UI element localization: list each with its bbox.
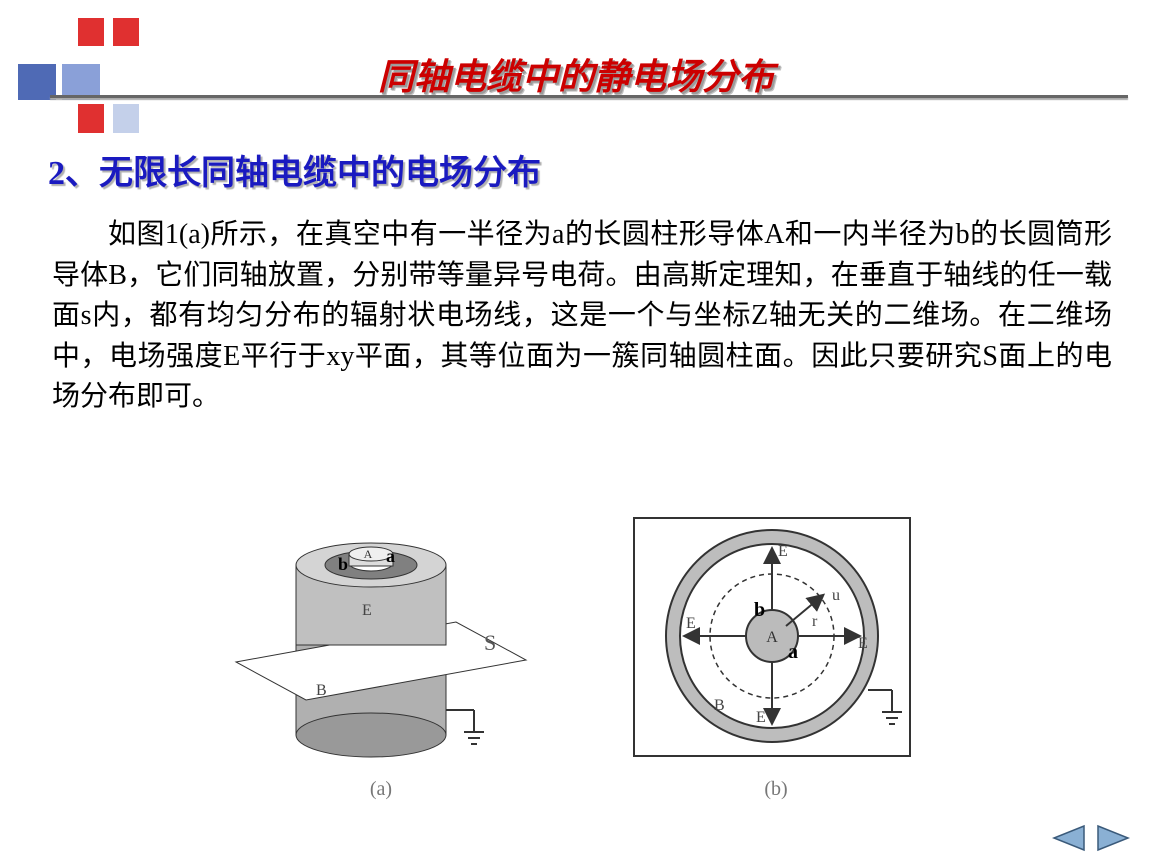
label-B: B	[714, 697, 725, 714]
label-E: E	[756, 709, 766, 726]
label-a: a	[788, 641, 798, 663]
divider	[50, 95, 1128, 98]
nav-arrows	[1050, 824, 1132, 852]
figures-container: S E A a b B (a)	[0, 510, 1152, 801]
section-heading: 2、无限长同轴电缆中的电场分布	[48, 145, 541, 194]
label-B-outer: B	[316, 682, 327, 699]
label-E: E	[686, 615, 696, 632]
label-b: b	[338, 554, 348, 574]
figure-a-svg: S E A a b B	[226, 510, 536, 770]
figure-b: A E E E E u r b a	[626, 510, 926, 801]
label-r: r	[812, 613, 818, 630]
label-E-side: E	[362, 602, 372, 619]
next-arrow-icon[interactable]	[1096, 824, 1132, 852]
figure-a: S E A a b B (a)	[226, 510, 536, 801]
label-b: b	[754, 599, 765, 621]
label-E: E	[778, 543, 788, 560]
figure-b-caption: (b)	[764, 778, 787, 801]
label-E: E	[858, 635, 868, 652]
figure-a-caption: (a)	[370, 778, 392, 801]
figure-b-svg: A E E E E u r b a	[626, 510, 926, 770]
prev-arrow-icon[interactable]	[1050, 824, 1086, 852]
label-A: A	[766, 629, 778, 646]
slide-title: 同轴电缆中的静电场分布	[0, 48, 1152, 100]
label-s: S	[484, 630, 496, 655]
label-a: a	[386, 546, 395, 566]
label-A: A	[364, 547, 373, 561]
body-paragraph: 如图1(a)所示，在真空中有一半径为a的长圆柱形导体A和一内半径为b的长圆筒形导…	[52, 215, 1112, 418]
label-u: u	[832, 587, 840, 604]
